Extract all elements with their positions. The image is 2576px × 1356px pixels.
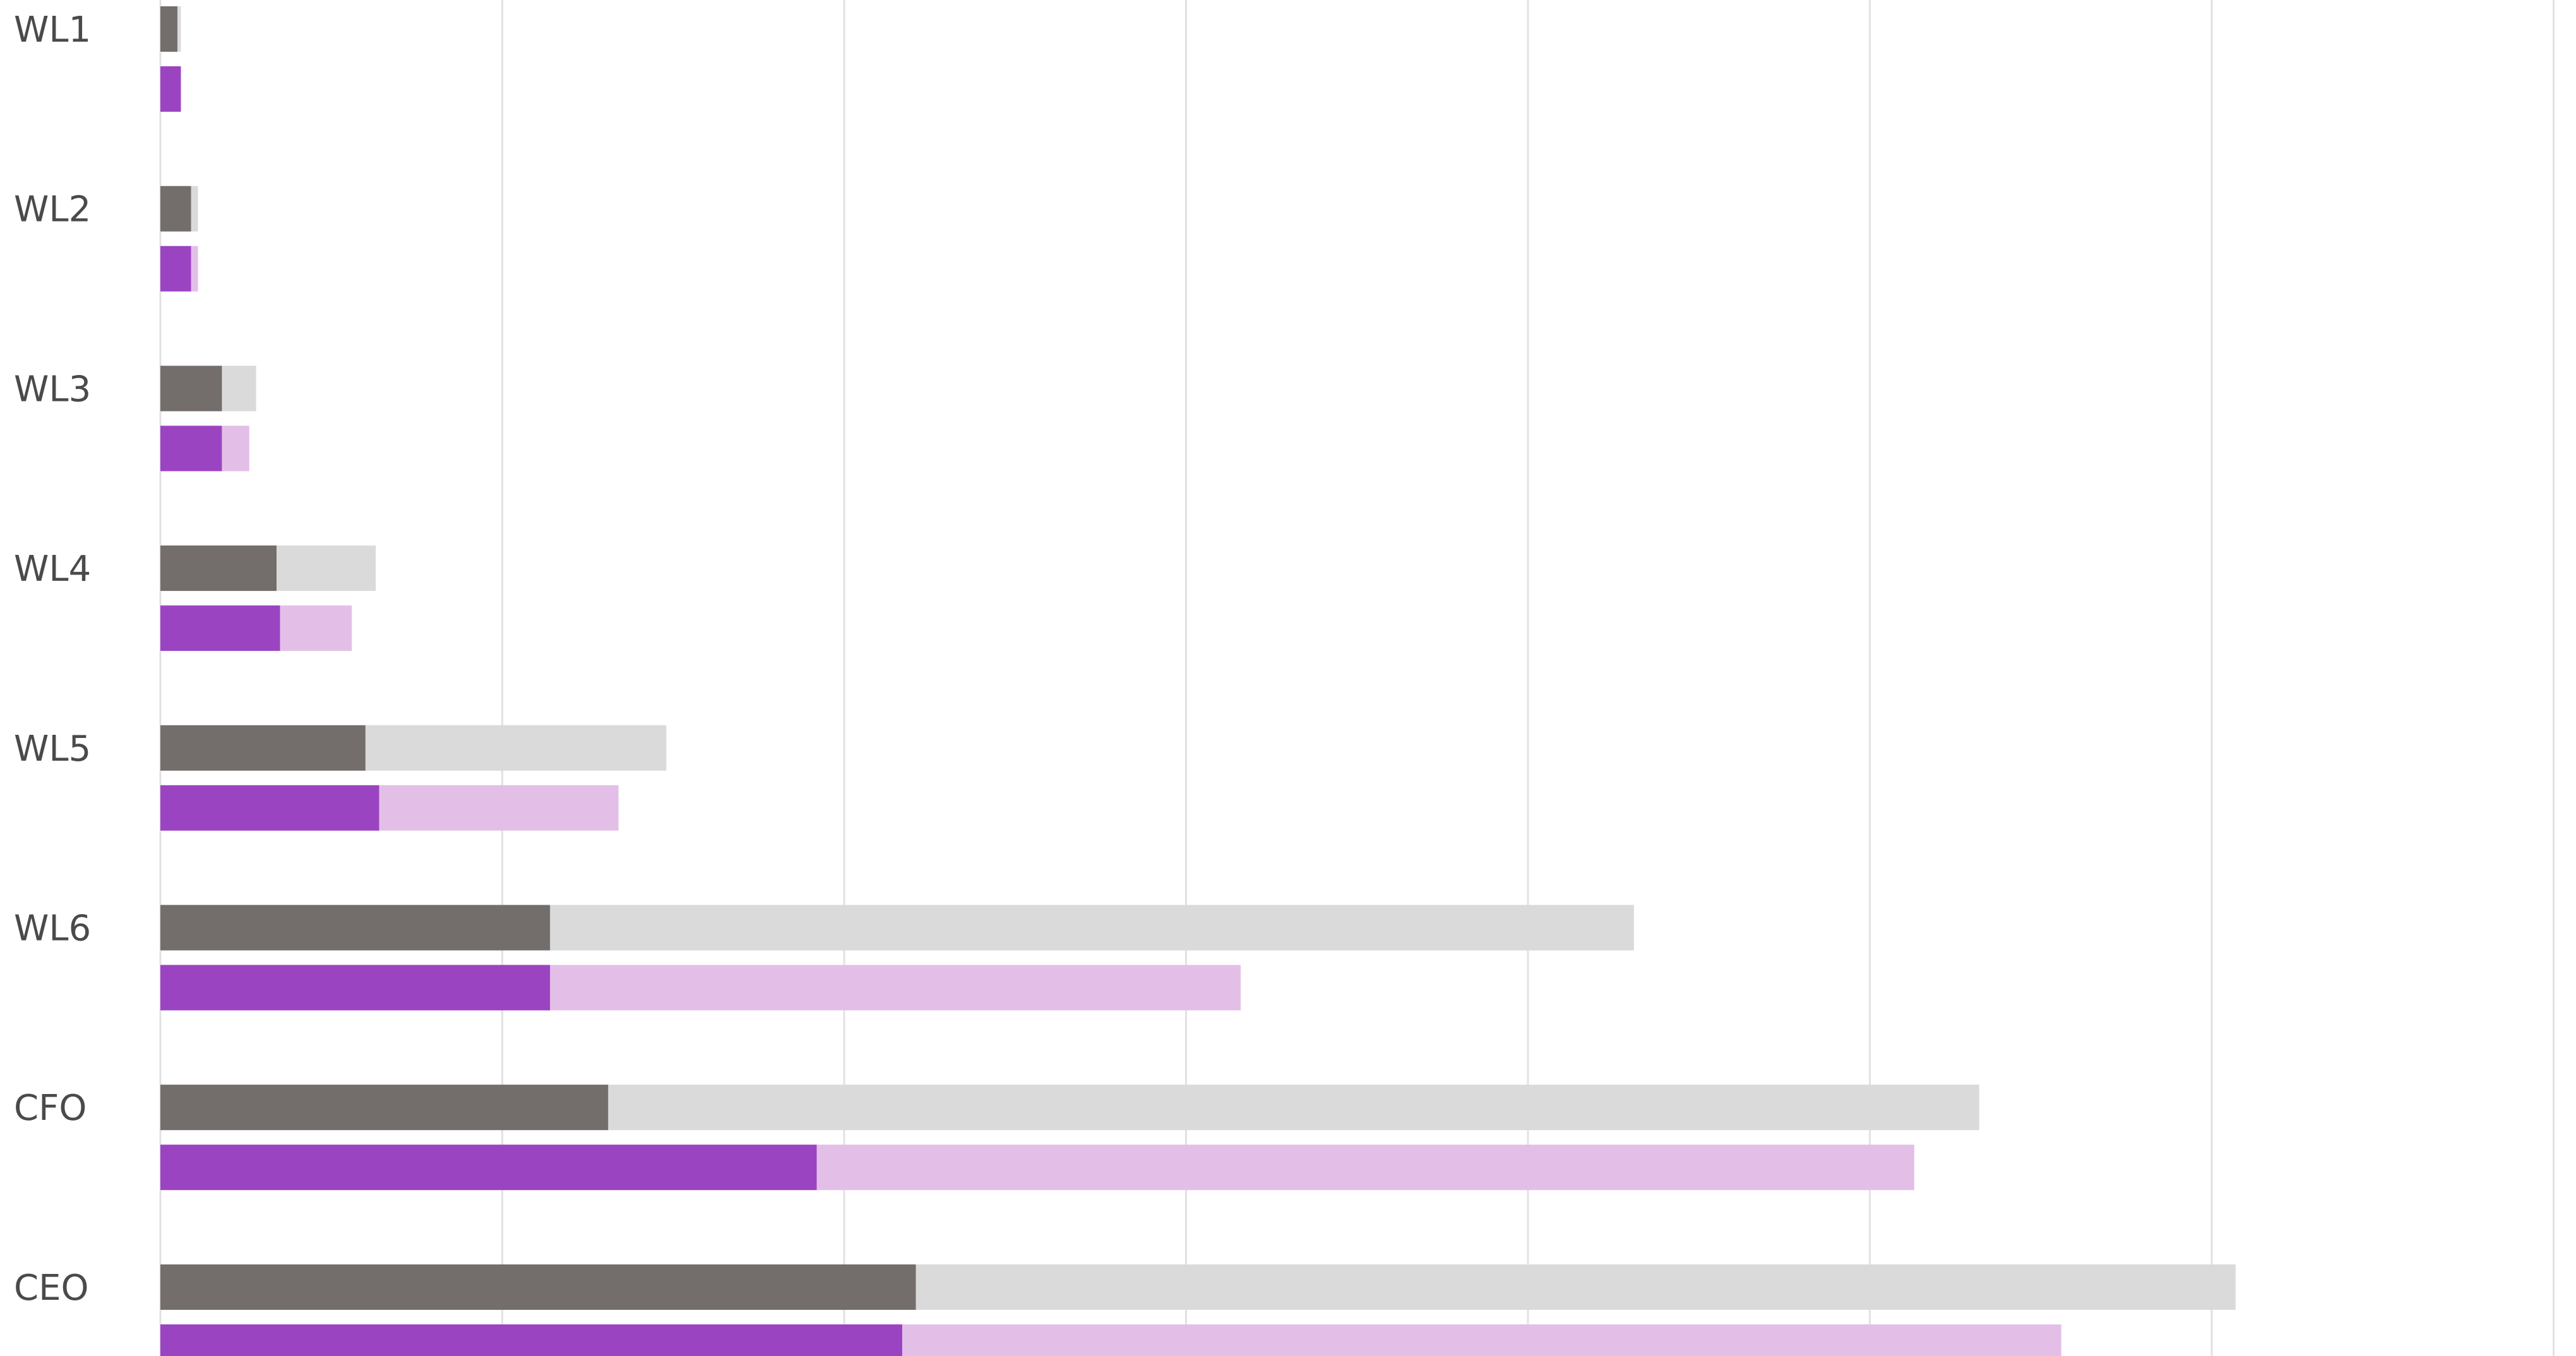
bar-wl1-g1-s1 (160, 6, 178, 52)
bar-wl4-g2-s2 (280, 605, 352, 651)
bar-ceo-g2-s2 (902, 1324, 2061, 1356)
bar-ceo-g2-s1 (160, 1324, 903, 1356)
bar-wl5-g1-s1 (160, 725, 366, 771)
bar-wl1-g1-s2 (177, 6, 181, 52)
bar-cfo-g1-s1 (160, 1085, 609, 1131)
bar-wl2-g1-s2 (191, 186, 198, 232)
bar-wl2-g1-s1 (160, 186, 191, 232)
category-labels: WL1 WL2 WL3 WL4 WL5 WL6 CFO CEO (14, 9, 91, 1309)
bar-wl6-g1-s1 (160, 905, 551, 951)
bar-wl6-g2-s2 (550, 965, 1241, 1011)
bar-wl6-g2-s1 (160, 965, 551, 1011)
category-label: WL5 (14, 729, 91, 770)
bar-cfo-g2-s2 (816, 1145, 1914, 1191)
bar-wl5-g2-s1 (160, 785, 379, 831)
bar-wl3-g2-s1 (160, 425, 222, 472)
bar-wl3-g1-s2 (222, 366, 256, 412)
bar-wl6-g1-s2 (550, 905, 1634, 951)
bar-wl4-g1-s1 (160, 545, 277, 592)
bar-wl5-g2-s2 (379, 785, 619, 831)
category-label: WL6 (14, 908, 91, 949)
category-label: WL4 (14, 549, 91, 590)
bar-wl2-g2-s2 (191, 246, 198, 292)
category-label: WL3 (14, 369, 91, 410)
bar-cfo-g2-s1 (160, 1145, 817, 1191)
grid (159, 0, 2555, 1356)
bar-wl2-g2-s1 (160, 246, 191, 292)
bar-wl1-g2-s1 (160, 66, 181, 112)
bar-wl4-g2-s1 (160, 605, 280, 651)
bar-cfo-g1-s2 (608, 1085, 1979, 1131)
bar-wl3-g1-s1 (160, 366, 222, 412)
bar-wl4-g1-s2 (277, 545, 376, 592)
category-label: WL2 (14, 189, 91, 230)
category-label: CEO (14, 1268, 89, 1309)
category-label: CFO (14, 1088, 86, 1129)
bars (160, 6, 2236, 1356)
bar-ceo-g1-s2 (915, 1264, 2236, 1310)
bar-wl5-g1-s2 (365, 725, 667, 771)
bar-wl3-g2-s2 (222, 425, 249, 472)
bar-ceo-g1-s1 (160, 1264, 916, 1310)
category-label: WL1 (14, 9, 91, 51)
